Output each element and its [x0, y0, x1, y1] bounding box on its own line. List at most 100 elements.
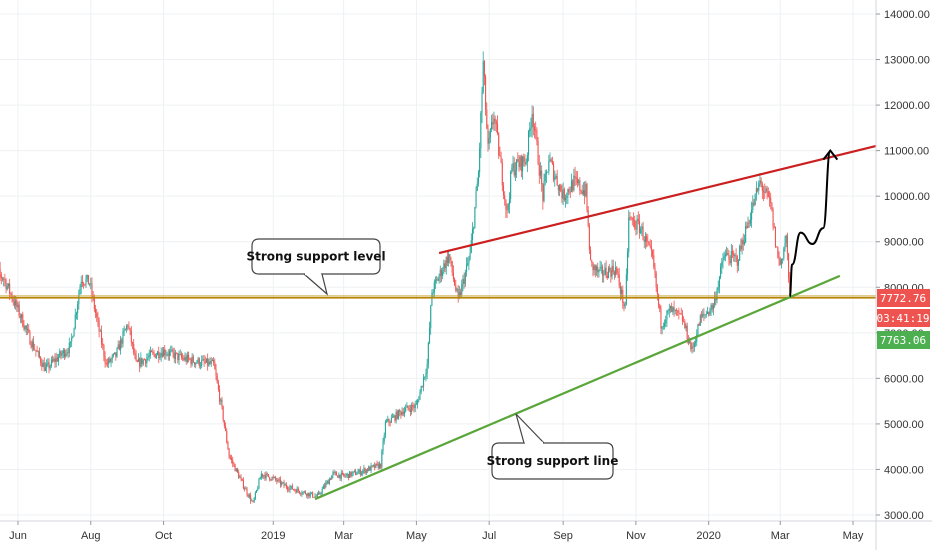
candle-body — [617, 272, 619, 275]
candle-body — [390, 417, 392, 423]
candle-body — [60, 351, 62, 356]
candle-body — [619, 285, 621, 294]
support-level-callout[interactable]: Strong support level — [246, 238, 386, 296]
price-tick-label: 9000.00 — [884, 237, 924, 249]
candle-body — [66, 352, 68, 354]
candle-body — [728, 255, 730, 260]
candle-body — [463, 278, 465, 284]
candle-body — [44, 367, 46, 371]
candle-body — [174, 352, 177, 359]
candle-body — [289, 487, 291, 491]
candle-body — [183, 358, 185, 360]
support-line-callout[interactable]: Strong support line — [487, 413, 619, 480]
candle-body — [225, 425, 227, 431]
candle-body — [721, 261, 723, 267]
candle-body — [413, 406, 415, 409]
candle-body — [549, 159, 551, 162]
candle-body — [173, 352, 175, 359]
candle-body — [130, 330, 132, 343]
price-tick-label: 12000.00 — [884, 100, 930, 112]
candle-body — [207, 358, 209, 366]
candle-body — [550, 159, 552, 161]
candle-body — [659, 305, 661, 310]
candle-body — [457, 289, 459, 297]
candle-body — [586, 183, 588, 211]
candle-body — [580, 190, 582, 192]
candle-body — [236, 468, 239, 473]
candle-body — [63, 350, 66, 357]
candle-body — [523, 156, 525, 162]
candle-body — [189, 358, 191, 360]
candle-body — [85, 278, 87, 285]
candle-body — [347, 473, 349, 479]
candle-body — [455, 285, 457, 291]
resistance-trendline[interactable] — [438, 145, 876, 255]
candle-body — [234, 464, 236, 472]
candle-body — [603, 274, 605, 276]
candle-body — [370, 465, 372, 471]
candle-body — [96, 313, 98, 318]
callout-label: Strong support level — [246, 250, 385, 264]
candle-body — [591, 260, 593, 263]
candle-body — [527, 131, 530, 156]
candle-body — [560, 185, 562, 192]
candle-body — [291, 485, 293, 490]
candle-body — [773, 226, 775, 228]
candle-body — [458, 292, 460, 297]
candle-body — [747, 222, 749, 229]
candle-body — [668, 308, 670, 311]
candle-body — [388, 418, 390, 423]
candle-body — [452, 272, 454, 279]
candle-body — [154, 353, 156, 358]
candle-body — [606, 275, 608, 279]
candle-body — [295, 490, 297, 493]
candle-body — [36, 351, 38, 352]
candle-body — [201, 360, 203, 366]
projection-path[interactable] — [788, 149, 832, 298]
candle-body — [397, 410, 400, 419]
candle-body — [334, 472, 336, 473]
candle-body — [604, 267, 606, 275]
candle-body — [247, 494, 249, 497]
candle-body — [649, 244, 651, 247]
candle-body — [554, 176, 556, 180]
candle-body — [102, 343, 104, 346]
candle-body — [245, 488, 247, 490]
candle-body — [142, 359, 144, 364]
candle-body — [485, 76, 487, 110]
candle-body — [408, 408, 410, 410]
candle-body — [364, 468, 366, 473]
time-axis[interactable]: Jun Aug Oct 2019 Mar May Jul Sep Nov 2020 Mar May — [9, 521, 864, 542]
candle-body — [722, 260, 724, 262]
candle-body — [401, 411, 403, 415]
candle-body — [341, 472, 344, 474]
candle-body — [114, 352, 116, 354]
candle-body — [696, 334, 698, 342]
candle-body — [471, 229, 474, 240]
candle-body — [158, 351, 160, 358]
candle-body — [532, 113, 534, 127]
candle-body — [519, 156, 521, 168]
support-trendline[interactable] — [314, 274, 841, 501]
candle-body — [47, 362, 49, 365]
candle-body — [240, 477, 242, 479]
candle-body — [184, 356, 186, 360]
candle-body — [325, 483, 327, 488]
candle-body — [652, 250, 654, 256]
candle-body — [216, 375, 218, 383]
candle-body — [689, 341, 691, 344]
candle-body — [395, 411, 397, 421]
candle-body — [613, 272, 615, 275]
candle-body — [359, 469, 361, 475]
candle-body — [321, 488, 323, 494]
candle-body — [265, 473, 267, 479]
candle-body — [288, 489, 290, 491]
candle-body — [217, 382, 219, 390]
candle-body — [454, 278, 456, 286]
candle-body — [513, 162, 515, 176]
candle-body — [352, 471, 354, 473]
candle-body — [662, 326, 664, 327]
candle-body — [547, 171, 549, 173]
candle-body — [115, 352, 117, 357]
